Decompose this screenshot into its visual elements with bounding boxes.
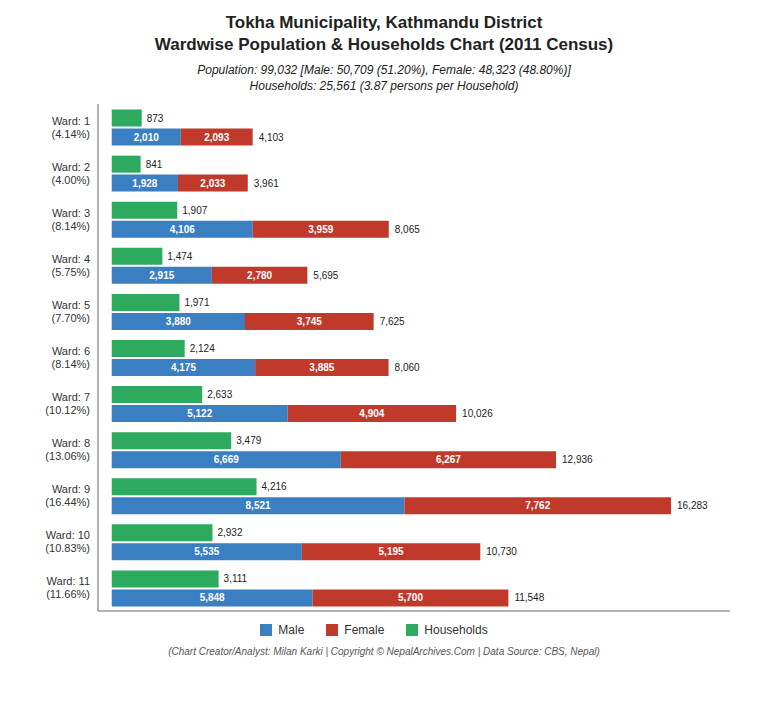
svg-text:12,936: 12,936 [562, 454, 593, 465]
svg-text:3,885: 3,885 [309, 362, 334, 373]
svg-text:10,730: 10,730 [486, 546, 517, 557]
svg-text:5,122: 5,122 [187, 408, 212, 419]
svg-text:6,669: 6,669 [214, 454, 239, 465]
svg-text:Ward: 3(8.14%): Ward: 3(8.14%) [51, 207, 90, 232]
svg-text:2,093: 2,093 [204, 132, 229, 143]
svg-text:10,026: 10,026 [462, 408, 493, 419]
svg-text:4,175: 4,175 [171, 362, 196, 373]
svg-text:5,195: 5,195 [379, 546, 404, 557]
svg-text:Ward: 5(7.70%): Ward: 5(7.70%) [51, 299, 90, 324]
svg-text:Ward: 11(11.66%): Ward: 11(11.66%) [46, 575, 90, 600]
svg-text:Ward: 1(4.14%): Ward: 1(4.14%) [51, 115, 90, 140]
svg-text:7,625: 7,625 [380, 316, 405, 327]
html-text:Wardwise Population & Househol: Wardwise Population & Households Chart (… [154, 35, 614, 54]
html-text:Male: Male [278, 623, 305, 637]
svg-text:5,700: 5,700 [398, 592, 423, 603]
svg-text:8,060: 8,060 [395, 362, 420, 373]
svg-text:3,111: 3,111 [224, 573, 248, 584]
html-text:Female: Female [344, 623, 385, 637]
svg-text:7,762: 7,762 [525, 500, 550, 511]
svg-text:Ward: 6(8.14%): Ward: 6(8.14%) [51, 345, 90, 370]
svg-text:4,103: 4,103 [259, 132, 284, 143]
svg-text:1,907: 1,907 [182, 205, 207, 216]
svg-text:873: 873 [147, 113, 164, 124]
html-text:Households: Households [424, 623, 488, 637]
svg-text:16,283: 16,283 [677, 500, 708, 511]
svg-text:2,780: 2,780 [247, 270, 272, 281]
svg-text:3,880: 3,880 [166, 316, 191, 327]
svg-text:8,521: 8,521 [246, 500, 271, 511]
svg-text:Ward: 10(10.83%): Ward: 10(10.83%) [45, 529, 90, 554]
svg-text:2,915: 2,915 [149, 270, 174, 281]
svg-text:8,065: 8,065 [395, 224, 420, 235]
svg-text:2,010: 2,010 [134, 132, 159, 143]
svg-text:3,961: 3,961 [254, 178, 279, 189]
svg-text:2,124: 2,124 [190, 343, 215, 354]
svg-text:11,548: 11,548 [514, 592, 544, 603]
svg-text:3,745: 3,745 [297, 316, 322, 327]
svg-text:Ward: 8(13.06%): Ward: 8(13.06%) [45, 437, 90, 462]
svg-text:4,106: 4,106 [170, 224, 195, 235]
svg-text:2,633: 2,633 [207, 389, 232, 400]
svg-text:1,474: 1,474 [167, 251, 192, 262]
svg-text:5,848: 5,848 [200, 592, 225, 603]
svg-text:4,904: 4,904 [359, 408, 384, 419]
svg-text:5,695: 5,695 [313, 270, 338, 281]
svg-text:3,479: 3,479 [236, 435, 261, 446]
svg-text:Ward: 2(4.00%): Ward: 2(4.00%) [51, 161, 90, 186]
html-text:(Chart Creator/Analyst: Milan: (Chart Creator/Analyst: Milan Karki | Co… [168, 646, 600, 657]
svg-text:1,971: 1,971 [184, 297, 209, 308]
svg-text:1,928: 1,928 [132, 178, 157, 189]
svg-text:Ward: 4(5.75%): Ward: 4(5.75%) [51, 253, 90, 278]
svg-text:5,535: 5,535 [194, 546, 219, 557]
svg-text:841: 841 [146, 159, 163, 170]
svg-text:3,959: 3,959 [308, 224, 333, 235]
svg-text:4,216: 4,216 [262, 481, 287, 492]
html-text:Population: 99,032 [Male: 50,7: Population: 99,032 [Male: 50,709 (51.20%… [197, 63, 571, 77]
svg-text:Ward: 7(10.12%): Ward: 7(10.12%) [45, 391, 90, 416]
svg-text:Ward: 9(16.44%): Ward: 9(16.44%) [45, 483, 90, 508]
svg-text:6,267: 6,267 [436, 454, 461, 465]
svg-text:2,932: 2,932 [217, 527, 242, 538]
html-text:Tokha Municipality, Kathmandu: Tokha Municipality, Kathmandu District [225, 13, 543, 32]
svg-text:2,033: 2,033 [200, 178, 225, 189]
html-text:Households: 25,561 (3.87 perso: Households: 25,561 (3.87 persons per Hou… [249, 79, 519, 93]
